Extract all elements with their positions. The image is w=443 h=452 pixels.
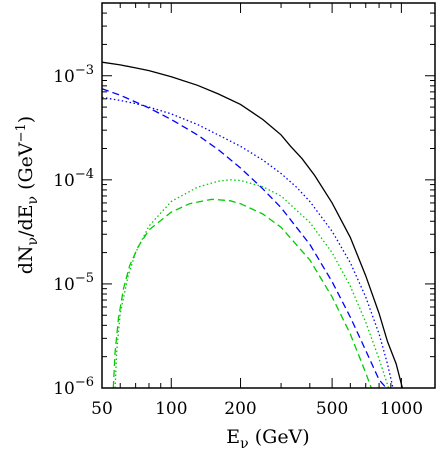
series-line-2 [101,96,394,389]
series-line-4 [114,179,390,389]
series-line-1 [101,61,404,389]
x-tick-label: 500 [316,399,348,419]
x-tick-label: 200 [224,399,256,419]
y-axis-label: dNν/dEν (GeV−1) [14,116,41,274]
y-tick-label: 10−5 [53,271,94,295]
y-tick-label: 10−3 [53,63,94,87]
tick-labels: 50 100 200 500 1000 10−6 10−5 10−4 10−3 [53,63,423,419]
x-axis-label: Eν (GeV) [226,426,309,452]
y-tick-label: 10−4 [53,167,94,191]
series-line-5 [112,198,372,389]
curves [101,61,404,389]
ticks [101,2,435,389]
x-tick-label: 100 [155,399,187,419]
series-line-3 [101,88,387,389]
y-tick-label: 10−6 [53,375,94,399]
x-tick-label: 50 [91,399,113,419]
x-tick-label: 1000 [380,399,423,419]
